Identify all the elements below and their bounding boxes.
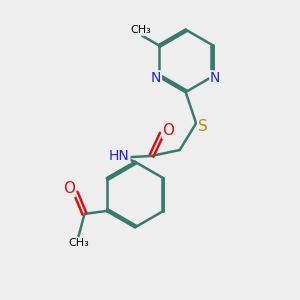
Text: N: N xyxy=(151,71,161,85)
Text: CH₃: CH₃ xyxy=(130,25,151,35)
Text: HN: HN xyxy=(109,149,130,163)
Text: CH₃: CH₃ xyxy=(68,238,89,248)
Text: S: S xyxy=(198,119,208,134)
Text: O: O xyxy=(63,182,75,196)
Text: N: N xyxy=(210,71,220,85)
Text: O: O xyxy=(162,123,174,138)
